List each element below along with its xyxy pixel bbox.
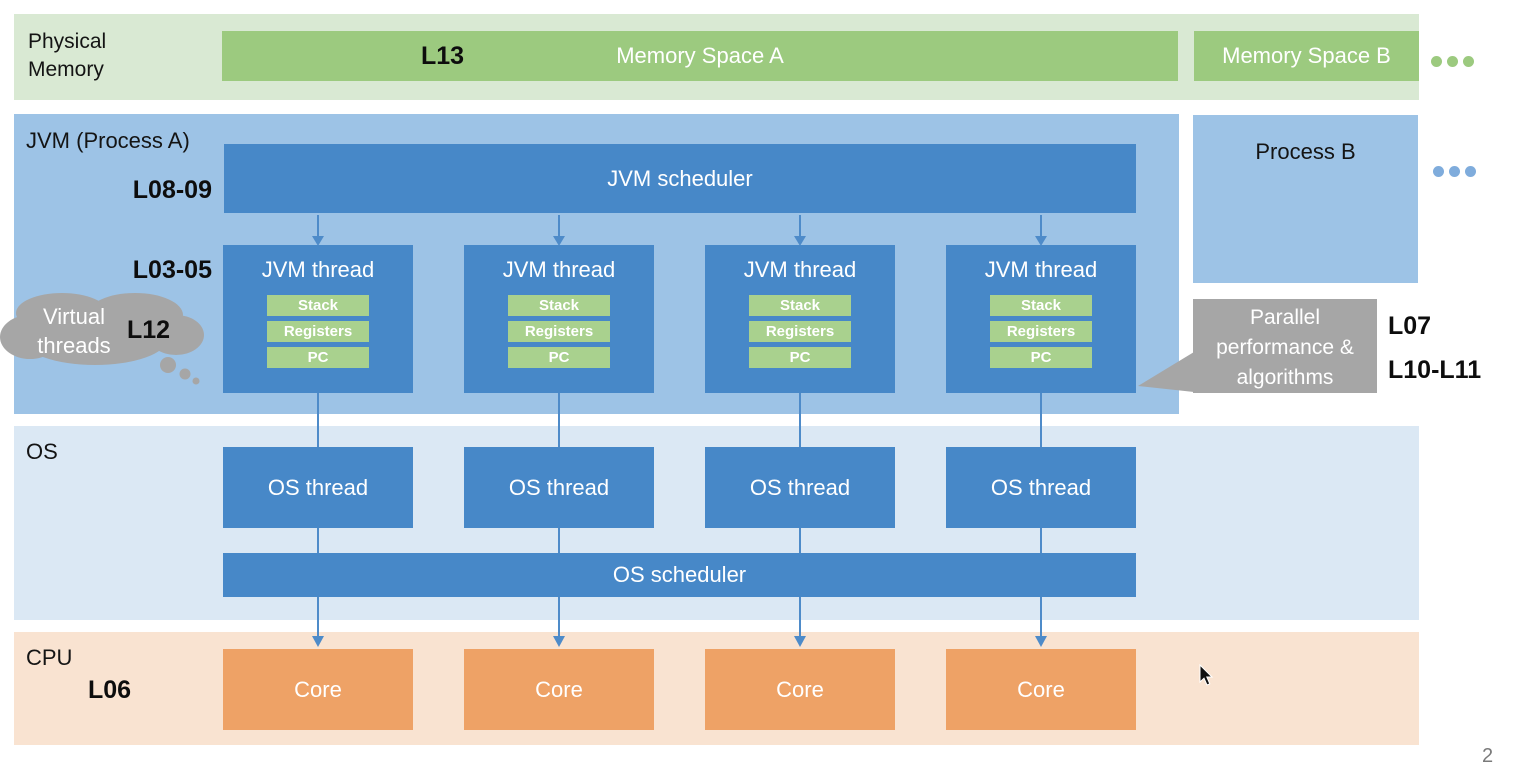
jvm-thread-box: JVM thread Stack Registers PC [946, 245, 1136, 393]
jvm-thread-box: JVM thread Stack Registers PC [705, 245, 895, 393]
os-thread-label: OS thread [267, 474, 369, 500]
jvm-thread-box: JVM thread Stack Registers PC [464, 245, 654, 393]
jvm-thread-box: JVM thread Stack Registers PC [223, 245, 413, 393]
more-processes-icon [1433, 166, 1476, 177]
lesson-l08-09: L08-09 [132, 176, 212, 204]
registers-box: Registers [990, 321, 1092, 342]
registers-box: Registers [508, 321, 610, 342]
pc-box: PC [267, 347, 369, 368]
lesson-l06: L06 [88, 676, 132, 704]
os-thread-box: OS thread [946, 447, 1136, 528]
pc-box: PC [990, 347, 1092, 368]
core-label: Core [776, 676, 824, 702]
core-label: Core [1017, 676, 1065, 702]
jvm-thread-label: JVM thread [502, 257, 616, 282]
more-memory-spaces-icon [1431, 56, 1474, 67]
lesson-l07: L07 [1388, 312, 1432, 340]
memory-space-a-box: Memory Space A [222, 31, 1178, 81]
core-box: Core [223, 649, 413, 730]
os-thread-box: OS thread [464, 447, 654, 528]
registers-box: Registers [267, 321, 369, 342]
stack-box: Stack [749, 295, 851, 316]
lesson-l03-05: L03-05 [132, 256, 212, 284]
os-scheduler-label: OS scheduler [612, 562, 747, 587]
jvm-scheduler-box: JVM scheduler [224, 144, 1136, 213]
page-number: 2 [1482, 745, 1494, 762]
lesson-l13: L13 [421, 42, 465, 70]
memory-space-b-box: Memory Space B [1194, 31, 1419, 81]
pc-box: PC [508, 347, 610, 368]
core-box: Core [705, 649, 895, 730]
core-label: Core [294, 676, 342, 702]
memory-space-a-label: Memory Space A [616, 43, 784, 68]
callout-line: Parallel [1249, 306, 1321, 329]
lesson-l10-l11: L10-L11 [1388, 356, 1482, 384]
process-b-box: Process B [1193, 115, 1418, 283]
registers-box: Registers [749, 321, 851, 342]
core-label: Core [535, 676, 583, 702]
os-thread-label: OS thread [990, 474, 1092, 500]
cpu-band-label: CPU [26, 645, 73, 670]
core-box: Core [946, 649, 1136, 730]
stack-box: Stack [990, 295, 1092, 316]
parallel-performance-callout: Parallel performance & algorithms [1193, 299, 1377, 393]
os-thread-label: OS thread [508, 474, 610, 500]
core-box: Core [464, 649, 654, 730]
os-scheduler-box: OS scheduler [223, 553, 1136, 597]
os-thread-box: OS thread [705, 447, 895, 528]
callout-line: performance & [1216, 336, 1354, 359]
os-band-label: OS [26, 439, 58, 464]
jvm-band-label: JVM (Process A) [26, 128, 190, 153]
lesson-l12: L12 [127, 316, 171, 344]
callout-line: algorithms [1236, 366, 1334, 389]
pc-box: PC [749, 347, 851, 368]
os-thread-label: OS thread [749, 474, 851, 500]
physical-memory-label: Physical Memory [28, 30, 107, 81]
stack-box: Stack [508, 295, 610, 316]
memory-space-b-label: Memory Space B [1222, 43, 1391, 68]
virtual-threads-label: Virtual threads [37, 304, 111, 358]
process-b-label: Process B [1255, 139, 1356, 164]
os-thread-box: OS thread [223, 447, 413, 528]
jvm-thread-label: JVM thread [261, 257, 375, 282]
jvm-thread-label: JVM thread [743, 257, 857, 282]
jvm-scheduler-label: JVM scheduler [607, 165, 753, 191]
stack-box: Stack [267, 295, 369, 316]
jvm-thread-label: JVM thread [984, 257, 1098, 282]
